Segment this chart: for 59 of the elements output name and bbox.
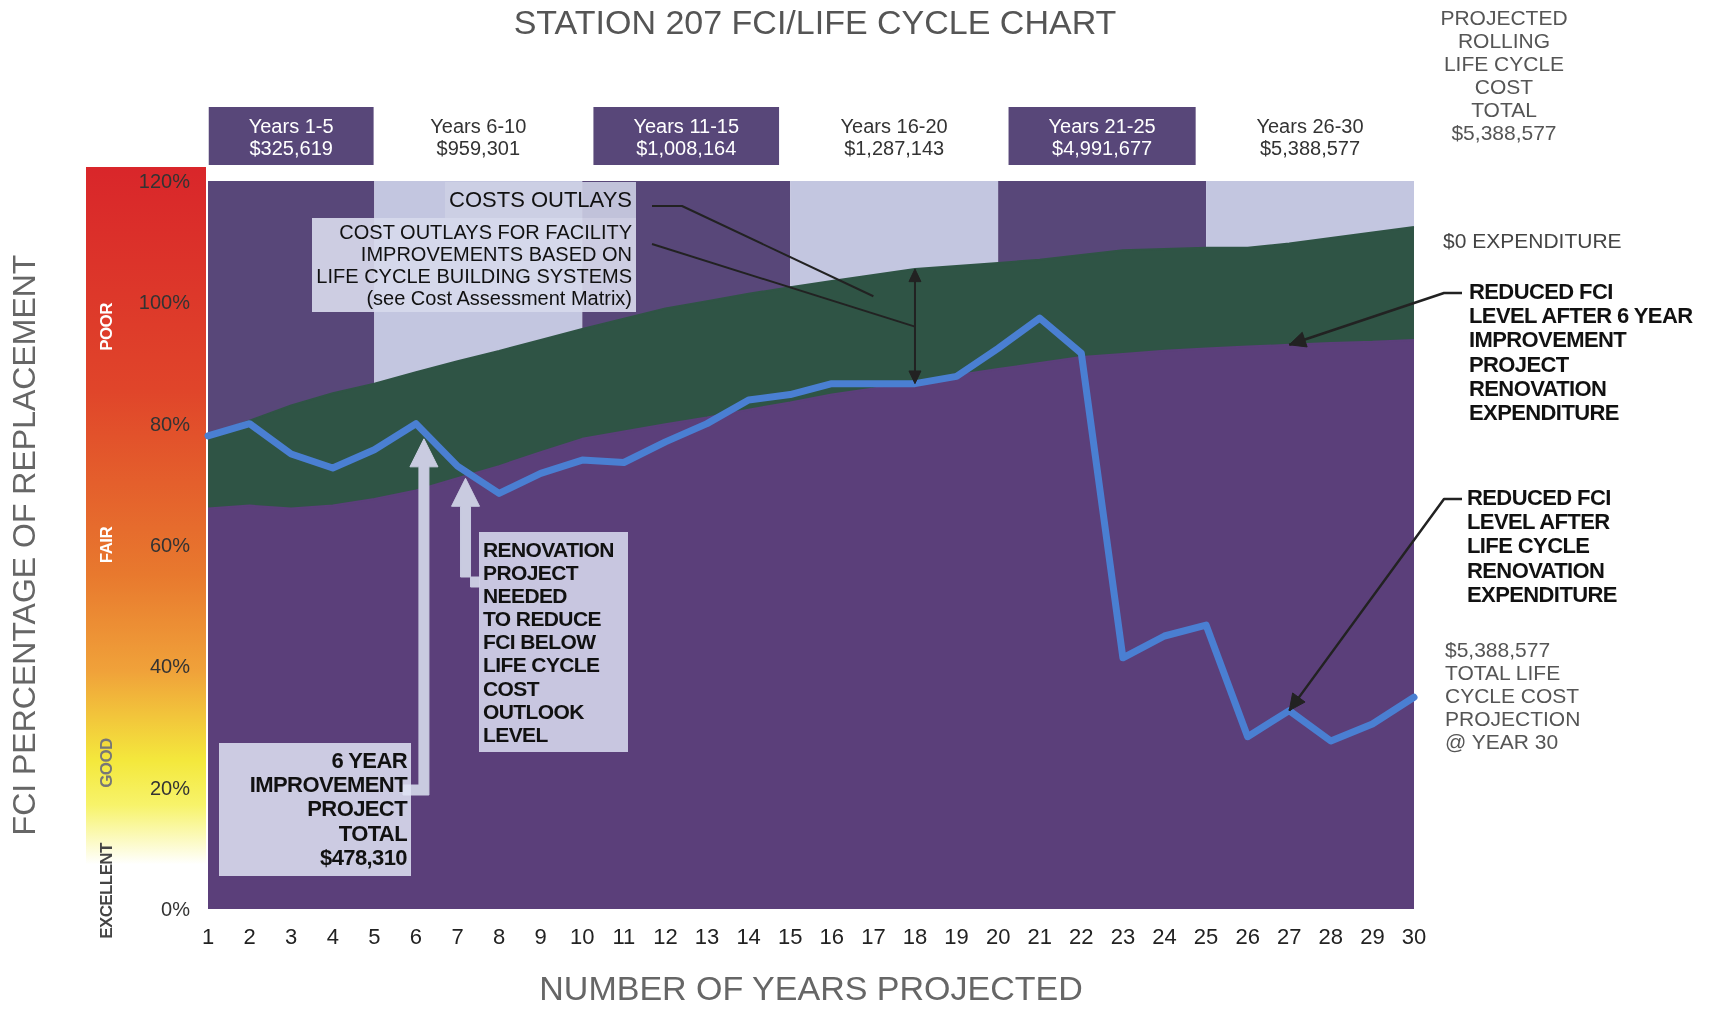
y-axis-title: FCI PERCENTAGE OF REPLACEMENT	[6, 254, 42, 836]
x-tick-label: 24	[1152, 923, 1177, 949]
x-tick-label: 19	[944, 923, 969, 949]
x-tick-label: 30	[1401, 923, 1427, 949]
x-tick-label: 14	[736, 923, 761, 949]
x-tick-label: 28	[1318, 923, 1344, 949]
text: PROJECTED ROLLING LIFE CYCLE COST TOTAL $5,388,577	[1439, 6, 1569, 145]
x-tick-label: 4	[326, 923, 339, 949]
x-tick-label: 25	[1193, 923, 1219, 949]
text: EXCELLENT	[96, 842, 117, 939]
annotation: 6 YEAR IMPROVEMENT PROJECT TOTAL $478,310	[219, 743, 411, 876]
text: GOOD	[96, 738, 117, 789]
y-tick-label: 120%	[138, 170, 191, 192]
x-tick-label: 17	[861, 923, 886, 949]
y-tick-label: 60%	[149, 534, 191, 556]
x-tick-label: 8	[492, 923, 506, 949]
x-tick-label: 2	[243, 923, 256, 949]
x-tick-label: 1	[201, 923, 215, 949]
x-tick-label: 27	[1277, 923, 1302, 949]
x-tick-label: 22	[1069, 923, 1094, 949]
y-tick-label: 40%	[149, 655, 191, 678]
text: POOR	[96, 302, 117, 351]
x-tick-label: 3	[285, 923, 298, 949]
annotation: REDUCED FCI LEVEL AFTER 6 YEAR IMPROVEMENT PROJECT RENOVATION EXPENDITURE	[1469, 279, 1693, 426]
y-tick-label: 100%	[138, 291, 191, 314]
x-tick-label: 20	[985, 923, 1011, 949]
x-tick-label: 29	[1360, 923, 1385, 949]
x-tick-label: 5	[368, 923, 381, 949]
text: $5,388,577 TOTAL LIFE CYCLE COST PROJECTION @ YEAR 30	[1445, 638, 1581, 754]
annotation: COSTS OUTLAYS	[445, 182, 636, 219]
band-label: Years 26-30 $5,388,577	[1256, 115, 1364, 159]
x-tick-label: 11	[612, 923, 636, 949]
band-label: Years 16-20 $1,287,143	[840, 115, 948, 159]
x-tick-label: 21	[1027, 923, 1052, 949]
chart-title: STATION 207 FCI/LIFE CYCLE CHART	[513, 3, 1117, 41]
band-label: Years 11-15 $1,008,164	[633, 115, 740, 159]
band-label: Years 6-10 $959,301	[430, 115, 527, 159]
x-axis-title: NUMBER OF YEARS PROJECTED	[539, 969, 1083, 1007]
x-tick-label: 7	[451, 923, 464, 949]
x-tick-label: 26	[1235, 923, 1260, 949]
x-tick-label: 18	[902, 923, 928, 949]
x-tick-label: 12	[653, 923, 678, 949]
x-tick-label: 10	[570, 923, 595, 949]
band-label: Years 21-25 $4,991,677	[1048, 115, 1156, 159]
y-tick-label: 80%	[149, 412, 191, 435]
x-tick-label: 23	[1110, 923, 1136, 949]
text: RENOVATION PROJECT NEEDED TO REDUCE FCI BELOW LIFE CYCLE COST OUTLOOK LEVEL	[483, 538, 614, 746]
y-tick-label: 20%	[149, 776, 191, 799]
x-tick-label: 9	[534, 923, 547, 949]
band-label: Years 1-5 $325,619	[248, 115, 334, 159]
x-tick-label: 6	[409, 923, 423, 949]
annotation: REDUCED FCI LEVEL AFTER LIFE CYCLE RENOVATION EXPENDITURE	[1467, 485, 1617, 607]
text: $0 EXPENDITURE	[1443, 229, 1622, 253]
annotation: COST OUTLAYS FOR FACILITY IMPROVEMENTS BASED ON LIFE CYCLE BUILDING SYSTEMS (see Cost Assessment Matrix)	[312, 218, 636, 312]
text: FAIR	[96, 526, 117, 564]
x-tick-label: 15	[777, 923, 803, 949]
x-tick-label: 13	[694, 923, 720, 949]
x-tick-label: 16	[819, 923, 845, 949]
y-tick-label: 0%	[161, 898, 191, 920]
